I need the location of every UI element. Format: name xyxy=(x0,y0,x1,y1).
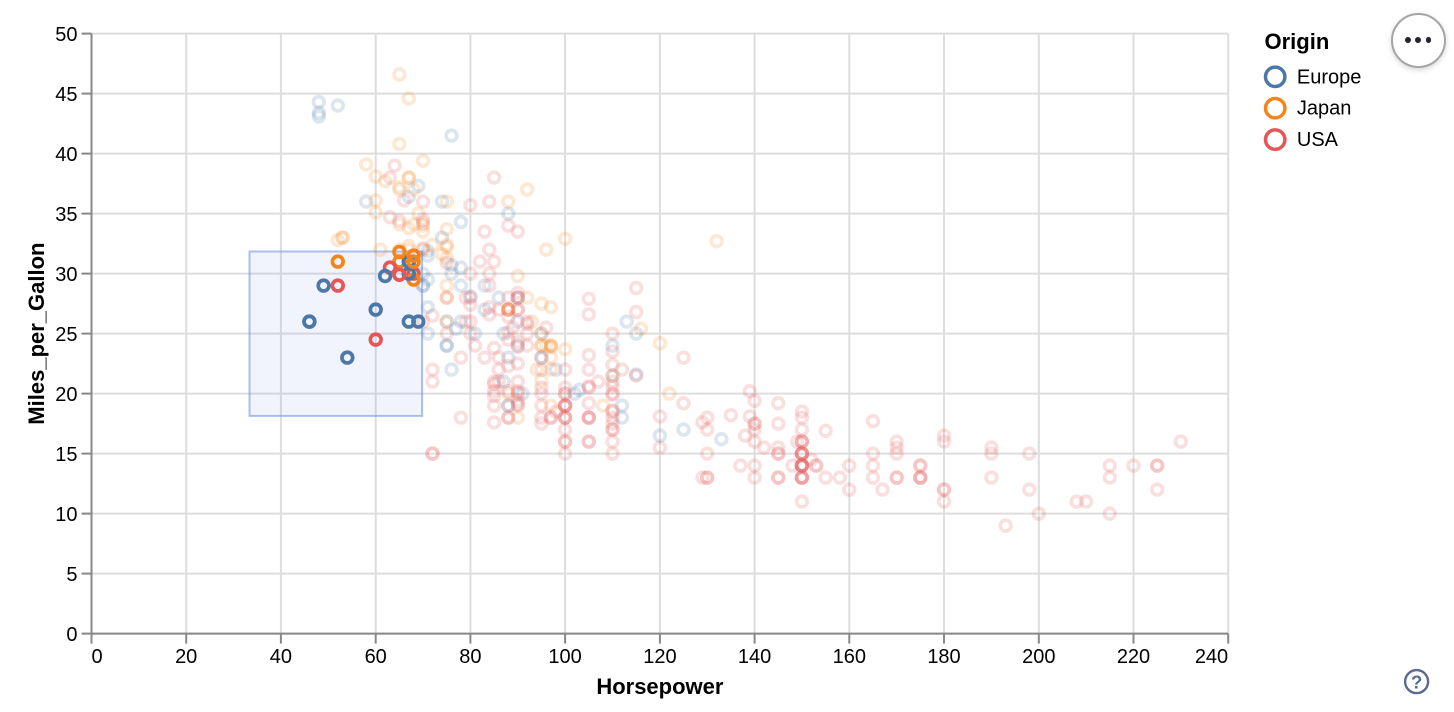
svg-text:25: 25 xyxy=(55,324,77,346)
svg-text:50: 50 xyxy=(55,24,77,46)
svg-text:0: 0 xyxy=(66,624,77,646)
svg-text:20: 20 xyxy=(175,646,197,668)
svg-text:10: 10 xyxy=(55,504,77,526)
svg-text:80: 80 xyxy=(459,646,481,668)
svg-text:Japan: Japan xyxy=(1297,98,1352,120)
svg-text:Horsepower: Horsepower xyxy=(596,674,724,699)
svg-text:200: 200 xyxy=(1022,646,1055,668)
svg-text:140: 140 xyxy=(738,646,771,668)
svg-text:5: 5 xyxy=(66,564,77,586)
svg-text:180: 180 xyxy=(927,646,960,668)
svg-text:20: 20 xyxy=(55,384,77,406)
svg-text:Miles_per_Gallon: Miles_per_Gallon xyxy=(24,243,49,425)
svg-text:100: 100 xyxy=(548,646,581,668)
svg-text:?: ? xyxy=(1411,672,1422,693)
svg-text:15: 15 xyxy=(55,444,77,466)
svg-text:45: 45 xyxy=(55,84,77,106)
svg-text:Europe: Europe xyxy=(1297,66,1362,88)
svg-text:35: 35 xyxy=(55,204,77,226)
svg-text:240: 240 xyxy=(1195,646,1228,668)
svg-text:160: 160 xyxy=(833,646,866,668)
svg-text:220: 220 xyxy=(1117,646,1150,668)
svg-text:40: 40 xyxy=(55,144,77,166)
svg-text:USA: USA xyxy=(1297,129,1339,151)
svg-text:40: 40 xyxy=(270,646,292,668)
svg-text:0: 0 xyxy=(92,646,103,668)
svg-text:60: 60 xyxy=(365,646,387,668)
svg-text:120: 120 xyxy=(643,646,676,668)
svg-text:30: 30 xyxy=(55,264,77,286)
svg-text:Origin: Origin xyxy=(1265,29,1330,54)
